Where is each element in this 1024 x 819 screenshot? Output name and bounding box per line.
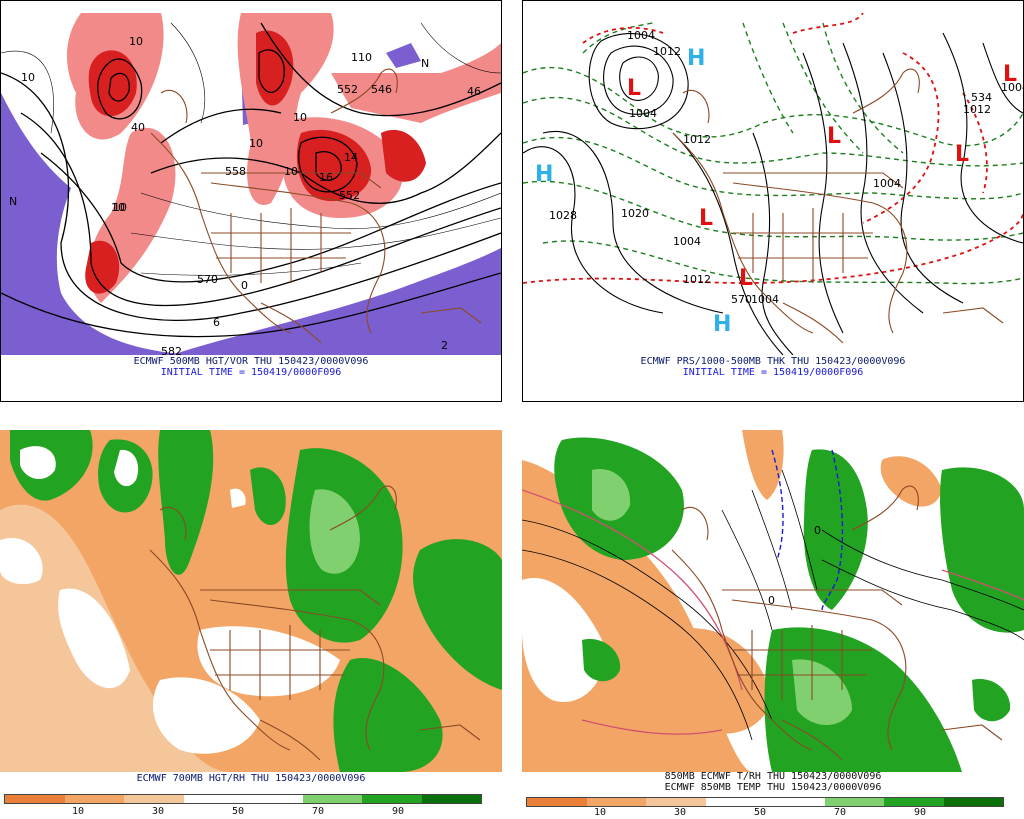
colorbar-segment: [421, 795, 481, 803]
low-pressure-marker: L: [955, 142, 969, 167]
colorbar-tick: 10: [593, 807, 607, 818]
isobar-label: 1012: [653, 45, 681, 58]
contour-label: 570: [197, 273, 218, 286]
initial-time-caption: INITIAL TIME = 150419/0000F096: [160, 367, 342, 378]
colorbar-tick: 30: [673, 807, 687, 818]
map-500mb: 10 10 40 10 10 10 14 16 558 552 570 552 …: [1, 13, 501, 355]
colorbar-segment: [705, 798, 765, 806]
contour-label: N: [9, 195, 17, 208]
contour-label: N: [421, 57, 429, 70]
panel-caption: ECMWF 500MB HGT/VOR THU 150423/0000V096: [133, 356, 369, 367]
rh-colorbar: [526, 797, 1004, 807]
contour-label: 0: [241, 279, 248, 292]
panel-caption: ECMWF PRS/1000-500MB THK THU 150423/0000…: [640, 356, 906, 367]
panel-caption-secondary: ECMWF 850MB TEMP THU 150423/0000V096: [664, 782, 882, 793]
colorbar-segment: [943, 798, 1003, 806]
contour-label: 14: [344, 151, 358, 164]
colorbar-segment: [124, 795, 184, 803]
initial-time-caption: INITIAL TIME = 150419/0000F096: [682, 367, 864, 378]
isobar-label: 1004: [873, 177, 901, 190]
isobar-label: 1004: [629, 107, 657, 120]
low-pressure-marker: L: [827, 124, 841, 149]
low-pressure-marker: L: [699, 206, 713, 231]
contour-label: 16: [319, 171, 333, 184]
contour-label: 552: [339, 189, 360, 202]
high-pressure-marker: H: [687, 46, 705, 71]
contour-label: 552: [337, 83, 358, 96]
contour-label: 40: [131, 121, 145, 134]
colorbar-segment: [5, 795, 65, 803]
panel-850mb-temp-rh: 0 0 850MB ECMWF T/RH THU 150423/0000V096…: [522, 418, 1024, 819]
map-700mb: [0, 430, 502, 772]
colorbar-tick: 50: [231, 806, 245, 817]
colorbar-segment: [64, 795, 124, 803]
low-pressure-marker: L: [739, 266, 753, 291]
high-pressure-marker: H: [535, 162, 553, 187]
contour-label: 10: [111, 201, 125, 214]
map-pressure: 1004 1012 1004 1012 1028 1020 1004 1004 …: [523, 13, 1023, 355]
contour-label: 10: [293, 111, 307, 124]
isobar-label: 1004: [1001, 81, 1023, 94]
isobar-label: 1028: [549, 209, 577, 222]
contour-label: 6: [213, 316, 220, 329]
contour-label: 558: [225, 165, 246, 178]
colorbar-ticks: 10 30 50 70 90: [526, 807, 1002, 819]
colorbar-tick: 90: [913, 807, 927, 818]
isobar-label: 1004: [751, 293, 779, 306]
colorbar-tick: 70: [311, 806, 325, 817]
colorbar-tick: 50: [753, 807, 767, 818]
colorbar-tick: 90: [391, 806, 405, 817]
colorbar-tick: 30: [151, 806, 165, 817]
contour-label: 110: [351, 51, 372, 64]
colorbar-segment: [646, 798, 706, 806]
isobar-label: 1020: [621, 207, 649, 220]
contour-label: 10: [129, 35, 143, 48]
colorbar-segment: [183, 795, 243, 803]
rh-colorbar: [4, 794, 482, 804]
colorbar-segment: [824, 798, 884, 806]
colorbar-segment: [765, 798, 825, 806]
contour-label: 10: [249, 137, 263, 150]
isobar-label: 1012: [683, 133, 711, 146]
colorbar-ticks: 10 30 50 70 90: [4, 806, 480, 818]
panel-pressure-thickness: 1004 1012 1004 1012 1028 1020 1004 1004 …: [522, 0, 1024, 402]
colorbar-segment: [302, 795, 362, 803]
panel-700mb-height-rh: ECMWF 700MB HGT/RH THU 150423/0000V096 1…: [0, 418, 502, 819]
contour-label: 10: [113, 201, 127, 214]
contour-label: 0: [768, 594, 775, 607]
contour-label: 10: [284, 165, 298, 178]
panel-caption: ECMWF 700MB HGT/RH THU 150423/0000V096: [136, 773, 366, 784]
low-pressure-marker: L: [627, 76, 641, 101]
colorbar-segment: [586, 798, 646, 806]
map-850mb: 0 0: [522, 430, 1024, 772]
contour-label: 46: [467, 85, 481, 98]
contour-label: 546: [371, 83, 392, 96]
isobar-label: 534: [971, 91, 992, 104]
colorbar-tick: 10: [71, 806, 85, 817]
isobar-label: 570: [731, 293, 752, 306]
isobar-label: 1012: [963, 103, 991, 116]
colorbar-segment: [527, 798, 587, 806]
high-pressure-marker: H: [713, 312, 731, 337]
contour-label: 10: [21, 71, 35, 84]
colorbar-segment: [362, 795, 422, 803]
panel-500mb-height-vorticity: 10 10 40 10 10 10 14 16 558 552 570 552 …: [0, 0, 502, 402]
isobar-label: 1004: [673, 235, 701, 248]
contour-label: 0: [814, 524, 821, 537]
contour-label: 582: [161, 345, 182, 355]
low-pressure-marker: L: [1003, 62, 1017, 87]
contour-label: 2: [441, 339, 448, 352]
panel-caption: 850MB ECMWF T/RH THU 150423/0000V096: [664, 771, 882, 782]
colorbar-tick: 70: [833, 807, 847, 818]
colorbar-segment: [243, 795, 303, 803]
isobar-label: 1004: [627, 29, 655, 42]
colorbar-segment: [884, 798, 944, 806]
isobar-label: 1012: [683, 273, 711, 286]
